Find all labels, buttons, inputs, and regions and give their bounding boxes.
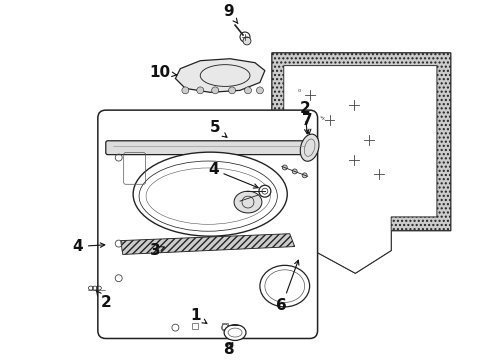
Ellipse shape [300, 134, 318, 161]
Text: 9: 9 [223, 4, 238, 23]
Circle shape [182, 87, 188, 94]
Circle shape [256, 87, 263, 94]
Circle shape [211, 87, 218, 94]
Bar [222, 323, 227, 329]
Text: x: x [303, 109, 305, 114]
Ellipse shape [224, 325, 245, 341]
Text: 10: 10 [149, 65, 176, 80]
Text: 6: 6 [276, 260, 298, 313]
FancyBboxPatch shape [98, 110, 317, 338]
Ellipse shape [234, 191, 262, 213]
Circle shape [282, 165, 286, 170]
Text: 2: 2 [96, 291, 111, 310]
Ellipse shape [139, 161, 277, 231]
Circle shape [258, 185, 270, 197]
Polygon shape [175, 59, 264, 92]
Text: o: o [297, 88, 301, 93]
Text: 4: 4 [72, 239, 104, 254]
Circle shape [228, 87, 235, 94]
Text: 2: 2 [299, 101, 309, 134]
Text: 1: 1 [190, 308, 206, 323]
Polygon shape [283, 66, 436, 273]
Polygon shape [121, 234, 294, 255]
Circle shape [244, 87, 251, 94]
Bar [192, 323, 198, 329]
Polygon shape [271, 53, 450, 273]
Circle shape [240, 32, 249, 42]
FancyBboxPatch shape [105, 141, 311, 154]
Circle shape [292, 169, 297, 174]
Text: 8: 8 [223, 342, 233, 357]
Text: 3: 3 [150, 243, 164, 258]
Text: *x: *x [319, 116, 325, 121]
Circle shape [302, 173, 306, 178]
Text: 5: 5 [209, 121, 226, 137]
Circle shape [196, 87, 203, 94]
Circle shape [243, 37, 250, 45]
Text: 4: 4 [207, 162, 258, 188]
Ellipse shape [133, 152, 286, 236]
Text: 7: 7 [302, 113, 312, 134]
